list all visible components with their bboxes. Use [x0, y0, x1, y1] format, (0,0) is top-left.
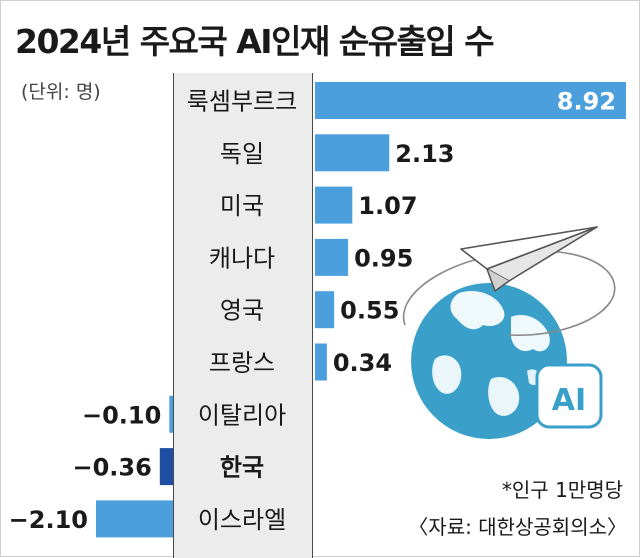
bar: [315, 134, 390, 172]
category-label: 영국: [220, 297, 264, 325]
category-label: 이스라엘: [198, 506, 286, 534]
category-label: 룩셈부르크: [187, 88, 297, 116]
bar: [315, 238, 349, 276]
ai-badge-text: AI: [552, 383, 586, 418]
bar: [315, 291, 335, 329]
paper-plane-icon: [460, 226, 598, 292]
category-label: 이탈리아: [198, 401, 286, 429]
value-label: 0.34: [333, 349, 392, 377]
bar: [315, 186, 353, 224]
category-label: 프랑스: [209, 349, 275, 377]
source-credit: 〈자료: 대한상공회의소〉: [408, 515, 627, 539]
value-label: −0.36: [72, 454, 151, 482]
bar: [315, 82, 626, 119]
value-label: 1.07: [358, 192, 417, 220]
value-label: −0.10: [82, 401, 161, 429]
category-label: 독일: [220, 140, 264, 168]
value-label: 8.92: [557, 88, 616, 116]
value-label: −2.10: [9, 506, 88, 534]
bar: [96, 500, 173, 538]
footnote: *인구 1만명당: [501, 478, 623, 502]
category-label: 캐나다: [209, 244, 275, 272]
value-label: 0.95: [354, 244, 413, 272]
value-label: 0.55: [340, 297, 399, 325]
bar: [315, 343, 327, 381]
bar: [169, 395, 173, 433]
unit-label: (단위: 명): [21, 81, 101, 103]
country-label-band: [173, 73, 313, 558]
bar: [159, 448, 173, 486]
category-label: 한국: [220, 454, 264, 482]
category-label: 미국: [220, 192, 264, 220]
ai-badge: AI: [535, 363, 603, 429]
chart-title: 2024년 주요국 AI인재 순유출입 수: [15, 22, 495, 61]
globe-illustration: AI: [402, 226, 616, 439]
globe-icon: [411, 283, 567, 439]
value-label: 2.13: [395, 140, 454, 168]
